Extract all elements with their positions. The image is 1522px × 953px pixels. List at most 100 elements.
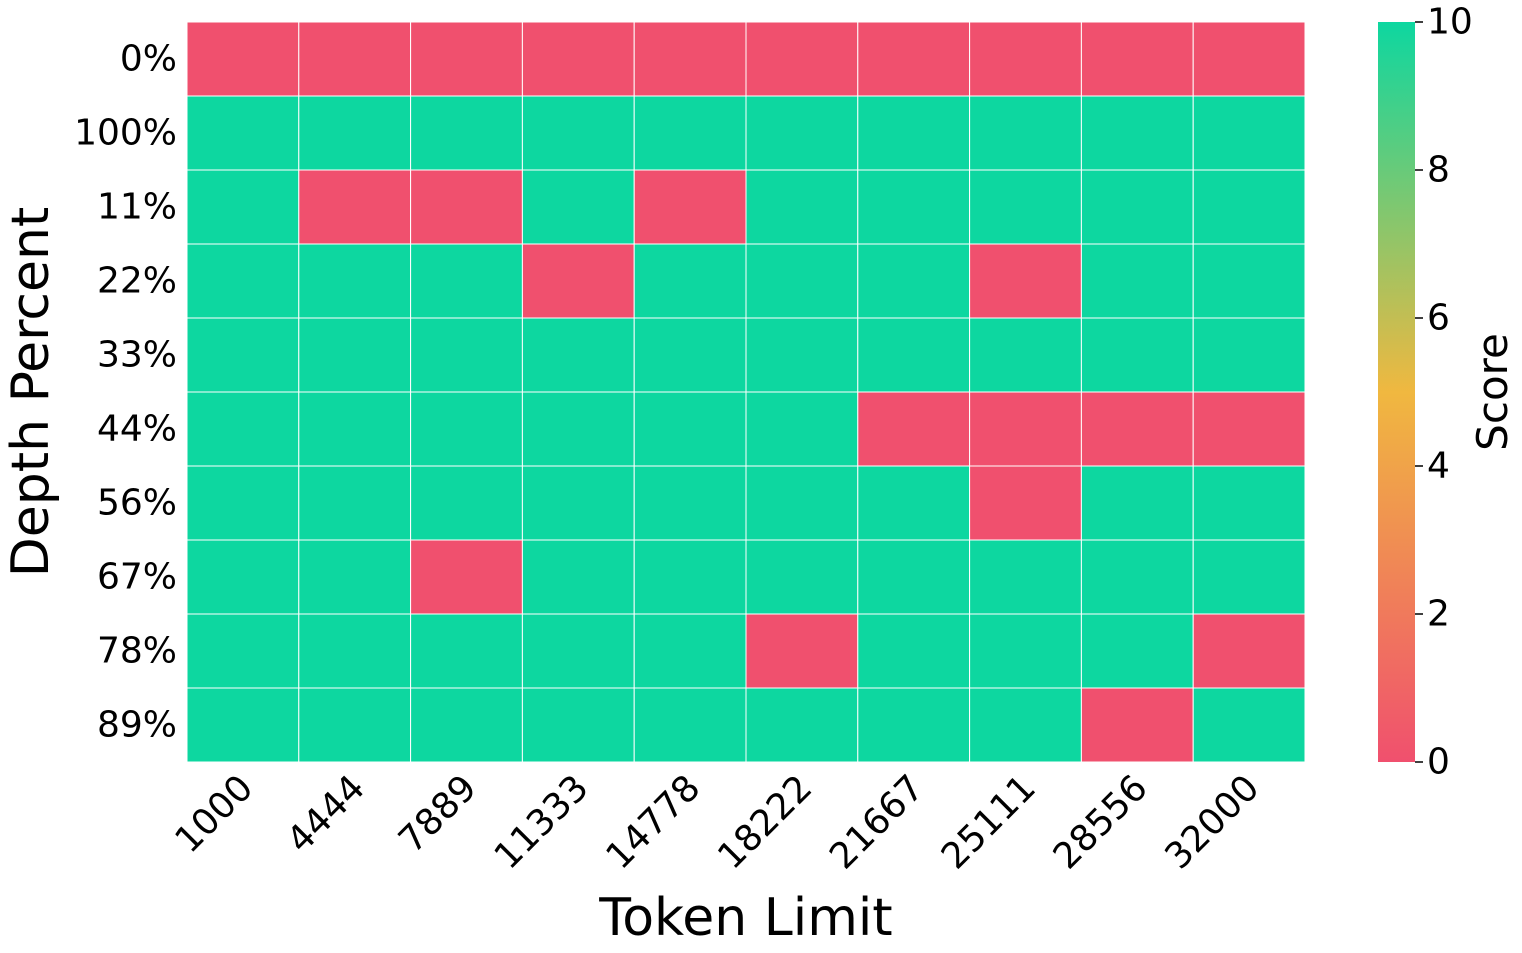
x-tick-labels: 1000 4444 7889 11333 14778 18222 21667 25111 285… xyxy=(167,767,1267,877)
heatmap-cell xyxy=(857,391,971,467)
heatmap-cell xyxy=(186,169,300,245)
x-tick-label: 4444 xyxy=(279,767,373,861)
heatmap-cell xyxy=(186,95,300,171)
heatmap-cell xyxy=(745,243,859,319)
heatmap-cell xyxy=(969,21,1082,97)
heatmap-cell xyxy=(1080,21,1194,97)
x-tick-label: 28556 xyxy=(1046,767,1156,877)
y-tick-label: 33% xyxy=(97,335,177,376)
colorbar-tick-label: 8 xyxy=(1427,150,1450,191)
heatmap-cell xyxy=(969,613,1082,689)
heatmap-cell xyxy=(521,391,635,467)
heatmap-cell xyxy=(410,465,523,541)
heatmap-cell xyxy=(186,613,300,689)
heatmap-cell xyxy=(1192,95,1306,171)
heatmap-cell xyxy=(633,21,747,97)
heatmap-cell xyxy=(186,687,300,763)
x-tick-label: 32000 xyxy=(1157,767,1267,877)
heatmap-cell xyxy=(298,613,412,689)
heatmap-cell xyxy=(186,539,300,615)
heatmap-cell xyxy=(745,21,859,97)
x-tick-label: 1000 xyxy=(167,767,261,861)
x-tick-label: 14778 xyxy=(598,767,708,877)
y-tick-label: 22% xyxy=(97,261,177,302)
heatmap-cell xyxy=(1192,539,1306,615)
heatmap-cell xyxy=(186,317,300,393)
heatmap-cell xyxy=(521,687,635,763)
heatmap-cell xyxy=(1080,95,1194,171)
heatmap-cell xyxy=(969,465,1082,541)
heatmap-cell xyxy=(1080,169,1194,245)
heatmap-cell xyxy=(1192,391,1306,467)
heatmap-cell xyxy=(521,465,635,541)
heatmap-cells xyxy=(186,21,1306,763)
heatmap-cell xyxy=(857,613,971,689)
y-tick-label: 78% xyxy=(97,631,177,672)
heatmap-cell xyxy=(410,391,523,467)
heatmap-cell xyxy=(1080,687,1194,763)
heatmap-cell xyxy=(1192,169,1306,245)
heatmap-cell xyxy=(857,169,971,245)
y-tick-label: 67% xyxy=(97,557,177,598)
heatmap-cell xyxy=(410,687,523,763)
heatmap-cell xyxy=(1192,465,1306,541)
heatmap-cell xyxy=(857,317,971,393)
x-axis-label: Token Limit xyxy=(598,888,892,948)
heatmap-cell xyxy=(857,95,971,171)
y-tick-label: 89% xyxy=(97,705,177,746)
x-tick-label: 18222 xyxy=(710,767,820,877)
heatmap-cell xyxy=(521,317,635,393)
heatmap-cell xyxy=(410,21,523,97)
heatmap-cell xyxy=(969,95,1082,171)
heatmap-cell xyxy=(633,317,747,393)
heatmap-cell xyxy=(298,391,412,467)
y-tick-label: 56% xyxy=(97,483,177,524)
heatmap-cell xyxy=(1080,243,1194,319)
heatmap-cell xyxy=(857,21,971,97)
heatmap-cell xyxy=(969,391,1082,467)
heatmap-cell xyxy=(410,169,523,245)
heatmap-cell xyxy=(521,21,635,97)
heatmap-cell xyxy=(521,169,635,245)
colorbar xyxy=(1378,22,1415,762)
heatmap-cell xyxy=(857,539,971,615)
y-axis-label: Depth Percent xyxy=(1,207,61,578)
heatmap-cell xyxy=(745,317,859,393)
heatmap-cell xyxy=(298,465,412,541)
x-tick-label: 11333 xyxy=(487,767,597,877)
heatmap-cell xyxy=(633,391,747,467)
heatmap-cell xyxy=(633,243,747,319)
heatmap-cell xyxy=(1192,317,1306,393)
heatmap-cell xyxy=(745,613,859,689)
colorbar-tick-label: 4 xyxy=(1427,446,1450,487)
heatmap-cell xyxy=(857,687,971,763)
y-tick-label: 0% xyxy=(120,39,177,80)
heatmap-cell xyxy=(1080,465,1194,541)
y-tick-label: 44% xyxy=(97,409,177,450)
heatmap-cell xyxy=(969,169,1082,245)
heatmap-cell xyxy=(521,539,635,615)
heatmap-cell xyxy=(633,539,747,615)
heatmap-cell xyxy=(410,317,523,393)
heatmap-cell xyxy=(298,539,412,615)
colorbar-tick-label: 6 xyxy=(1427,298,1450,339)
heatmap-cell xyxy=(969,317,1082,393)
heatmap-cell xyxy=(1192,21,1306,97)
y-tick-label: 11% xyxy=(97,187,177,228)
heatmap-cell xyxy=(298,243,412,319)
heatmap-cell xyxy=(298,21,412,97)
heatmap-cell xyxy=(633,169,747,245)
heatmap-cell xyxy=(186,465,300,541)
heatmap-cell xyxy=(298,687,412,763)
colorbar-tick-label: 2 xyxy=(1427,594,1450,635)
colorbar-tick-label: 10 xyxy=(1427,2,1473,43)
heatmap-cell xyxy=(857,465,971,541)
x-tick-label: 7889 xyxy=(391,767,485,861)
heatmap-cell xyxy=(969,539,1082,615)
colorbar-tick-label: 0 xyxy=(1427,742,1450,783)
y-tick-label: 100% xyxy=(74,113,177,154)
heatmap-cell xyxy=(521,243,635,319)
heatmap-cell xyxy=(633,613,747,689)
heatmap-cell xyxy=(745,391,859,467)
